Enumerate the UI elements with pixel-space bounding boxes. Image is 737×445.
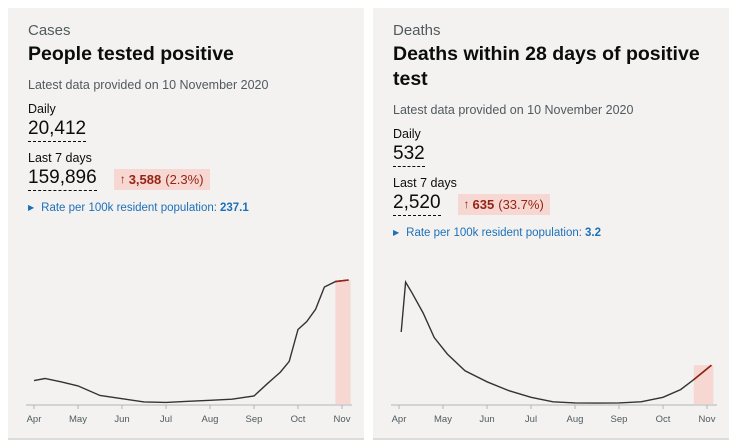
triangle-right-icon: ▶ [393,228,400,237]
last-7-days-highlight [335,280,351,404]
change-value: 635 [472,196,495,212]
daily-value[interactable]: 20,412 [28,118,87,142]
x-tick-label-oct: Oct [656,414,671,425]
x-tick-label-may: May [69,414,87,425]
updated-date: Latest data provided on 10 November 2020 [28,78,269,92]
updated-date: Latest data provided on 10 November 2020 [393,103,634,117]
card-title[interactable]: People tested positive [28,43,234,65]
x-tick-label-sep: Sep [246,414,263,425]
rate-toggle[interactable]: ▶ Rate per 100k resident population: 3.2 [393,226,709,240]
cases-chart: Apr May Jun Jul Aug Sep Oct Nov [26,279,352,425]
change-badge: ↑ 3,588 (2.3%) [113,168,210,190]
rate-value: 237.1 [219,202,249,214]
card-category: Cases [28,22,71,39]
x-tick-label-jun: Jun [479,414,494,425]
x-tick-label-aug: Aug [202,414,219,425]
x-tick-label-sep: Sep [611,414,628,425]
x-tick-label-nov: Nov [334,414,351,425]
series-line-highlight [693,364,712,381]
deaths-chart: Apr May Jun Jul Aug Sep Oct Nov [391,279,717,425]
daily-label: Daily [393,127,421,141]
card-category: Deaths [393,22,441,39]
x-tick-label-apr: Apr [392,414,407,425]
daily-label: Daily [28,102,56,116]
change-value: 3,588 [128,171,162,187]
weekly-label: Last 7 days [393,176,457,190]
triangle-right-icon: ▶ [28,203,35,212]
deaths-card: Deaths Deaths within 28 days of positive… [373,8,729,440]
rate-toggle[interactable]: ▶ Rate per 100k resident population: 237… [28,201,344,215]
rate-value: 3.2 [584,227,601,239]
weekly-value[interactable]: 159,896 [28,167,97,191]
change-percent: (2.3%) [165,171,204,187]
x-tick-label-apr: Apr [27,414,42,425]
up-arrow-icon: ↑ [119,171,126,186]
x-tick-label-aug: Aug [567,414,584,425]
cases-card: Cases People tested positive Latest data… [8,8,364,440]
series-line-highlight [335,279,349,283]
card-title[interactable]: Deaths within 28 days of positive test [393,43,700,90]
x-tick-label-nov: Nov [699,414,716,425]
daily-value[interactable]: 532 [393,143,425,167]
weekly-value[interactable]: 2,520 [393,192,441,216]
rate-label: Rate per 100k resident population: [406,227,582,239]
change-percent: (33.7%) [498,196,544,212]
x-tick-label-may: May [434,414,452,425]
rate-label: Rate per 100k resident population: [41,202,217,214]
change-badge: ↑ 635 (33.7%) [457,193,550,215]
x-tick-label-jun: Jun [114,414,129,425]
weekly-label: Last 7 days [28,151,92,165]
x-tick-label-oct: Oct [291,414,306,425]
series-line [33,279,349,404]
series-line [400,279,712,404]
x-tick-label-jul: Jul [160,414,172,425]
x-tick-label-jul: Jul [525,414,537,425]
up-arrow-icon: ↑ [463,196,470,211]
